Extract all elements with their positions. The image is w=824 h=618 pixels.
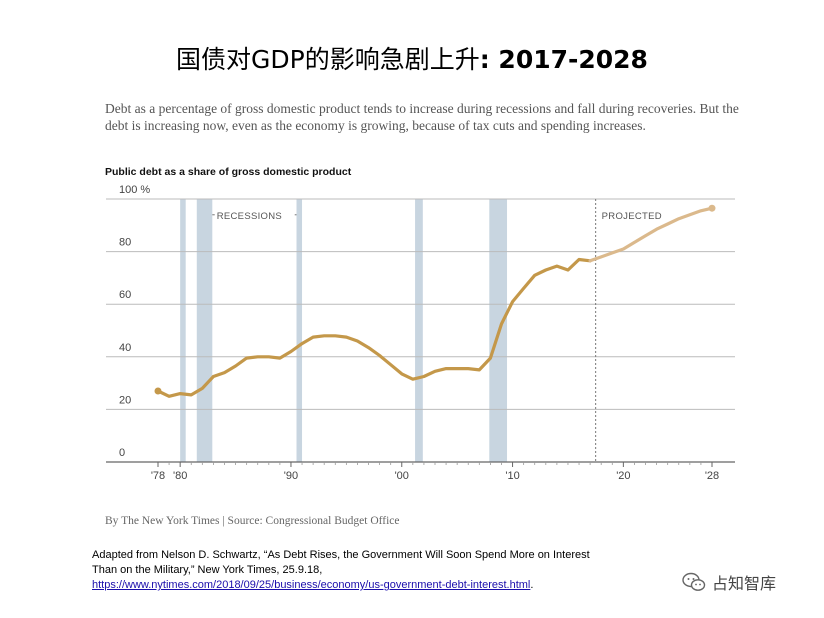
chart-source-byline: By The New York Times | Source: Congress… — [105, 515, 400, 527]
citation-line-2: Than on the Military,” New York Times, 2… — [92, 564, 323, 576]
x-tick-label-2000: '00 — [395, 470, 409, 482]
citation-link[interactable]: https://www.nytimes.com/2018/09/25/busin… — [92, 579, 531, 591]
recession-band-2 — [296, 199, 303, 462]
series-end-point — [708, 204, 716, 212]
slide-title: 国债对GDP的影响急剧上升: 2017-2028 — [0, 40, 824, 76]
y-tick-label-80: 80 — [119, 237, 131, 249]
citation-link-suffix: . — [530, 579, 534, 591]
series-start-point — [154, 387, 162, 395]
series-line-projected — [588, 206, 714, 263]
x-tick-label-2028: '28 — [705, 470, 719, 482]
x-tick-label-1990: '90 — [284, 470, 298, 482]
x-tick-label-1978: '78 — [151, 470, 165, 482]
wechat-icon — [682, 572, 706, 591]
series-line-actual — [156, 257, 592, 398]
y-tick-label-100: 100 % — [119, 184, 150, 196]
recession-band-0 — [180, 199, 186, 462]
recession-band-1 — [196, 199, 213, 462]
citation-link-row: https://www.nytimes.com/2018/09/25/busin… — [92, 578, 652, 593]
x-tick-label-1980: '80 — [173, 470, 187, 482]
projected-annotation: PROJECTED — [602, 211, 662, 222]
citation: Adapted from Nelson D. Schwartz, “As Deb… — [92, 548, 652, 593]
recession-band-3 — [415, 199, 423, 462]
y-tick-label-60: 60 — [119, 289, 131, 301]
y-tick-label-40: 40 — [119, 342, 131, 354]
watermark-text: 占知智库 — [712, 574, 777, 593]
slide-title-chinese: 国债对GDP的影响急剧上升 — [176, 45, 480, 74]
x-tick-label-2010: '10 — [505, 470, 519, 482]
watermark: 占知智库 — [682, 570, 776, 594]
recessions-annotation: RECESSIONS — [217, 211, 282, 222]
x-tick-label-2020: '20 — [616, 470, 630, 482]
slide-title-years: : 2017-2028 — [479, 45, 648, 74]
citation-line-1: Adapted from Nelson D. Schwartz, “As Deb… — [92, 549, 590, 561]
y-tick-label-20: 20 — [119, 394, 131, 406]
chart-intro-text: Debt as a percentage of gross domestic p… — [105, 101, 739, 133]
y-tick-label-0: 0 — [119, 447, 125, 459]
chart-title: Public debt as a share of gross domestic… — [105, 166, 352, 178]
